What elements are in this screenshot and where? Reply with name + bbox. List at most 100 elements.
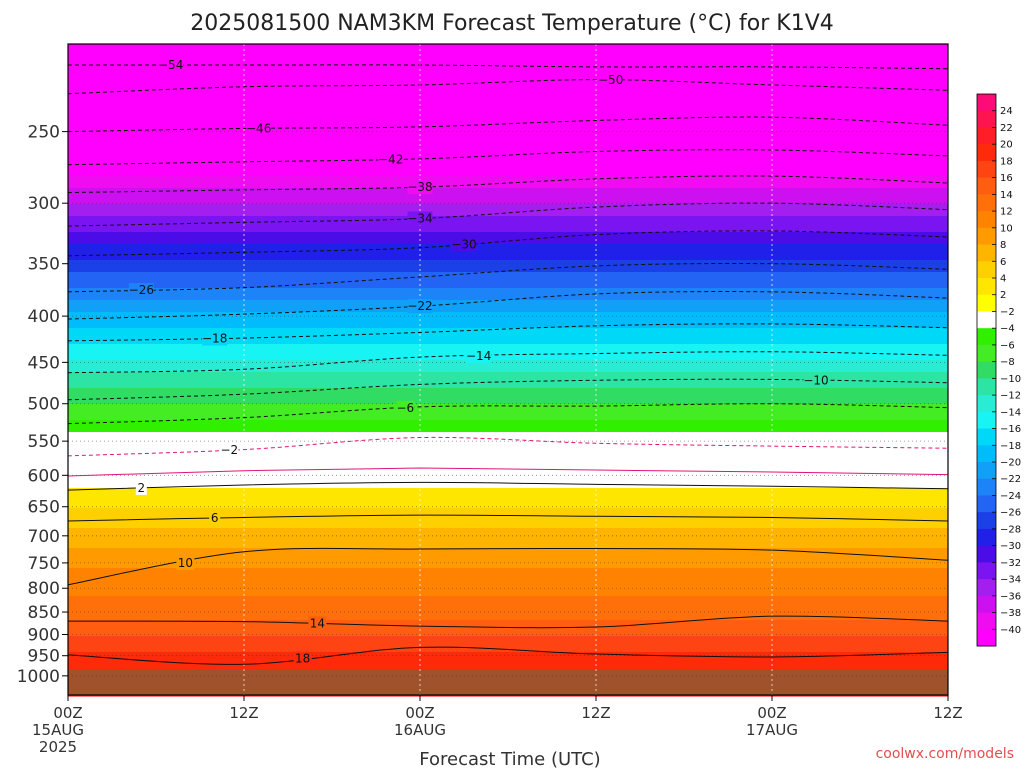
- colorbar-swatch: [977, 278, 996, 296]
- colorbar-swatch: [977, 127, 996, 145]
- temperature-band: [68, 500, 948, 505]
- colorbar-swatch: [977, 160, 996, 179]
- temperature-band: [68, 476, 948, 481]
- temperature-band: [68, 568, 948, 573]
- temperature-band: [68, 172, 948, 177]
- temperature-band: [68, 640, 948, 645]
- contour-label: −26: [129, 283, 154, 297]
- colorbar-swatch: [977, 629, 996, 647]
- temperature-band: [68, 576, 948, 581]
- chart-title: 2025081500 NAM3KM Forecast Temperature (…: [190, 11, 834, 36]
- colorbar-tick-label: −16: [1000, 424, 1021, 435]
- temperature-band: [68, 612, 948, 617]
- colorbar-tick-label: −12: [1000, 391, 1021, 402]
- temperature-band: [68, 284, 948, 289]
- temperature-band: [68, 260, 948, 265]
- temperature-band: [68, 648, 948, 653]
- temperature-band: [68, 524, 948, 529]
- temperature-band: [68, 160, 948, 165]
- x-axis-label: Forecast Time (UTC): [419, 749, 600, 768]
- temperature-band: [68, 452, 948, 457]
- temperature-band: [68, 456, 948, 461]
- colorbar-tick-label: −10: [1000, 374, 1021, 385]
- colorbar-tick-label: −26: [1000, 508, 1021, 519]
- y-tick-label: 850: [28, 603, 60, 623]
- colorbar-tick-label: 4: [1000, 274, 1006, 285]
- temperature-band: [68, 208, 948, 213]
- temperature-band: [68, 604, 948, 609]
- temperature-band: [68, 408, 948, 413]
- temperature-band: [68, 128, 948, 133]
- y-tick-label: 750: [28, 554, 60, 574]
- temperature-band: [68, 620, 948, 625]
- colorbar-tick-label: −2: [1000, 307, 1015, 318]
- temperature-band: [68, 412, 948, 417]
- x-tick-label: 00Z: [757, 704, 786, 722]
- temperature-band: [68, 580, 948, 585]
- temperature-band: [68, 136, 948, 141]
- temperature-band: [68, 560, 948, 565]
- temperature-band: [68, 200, 948, 205]
- temperature-band: [68, 320, 948, 325]
- contour-label-bg: [466, 348, 492, 363]
- y-tick-label: 800: [28, 579, 60, 599]
- temperature-band: [68, 400, 948, 405]
- temperature-band: [68, 464, 948, 469]
- colorbar-swatch: [977, 244, 996, 262]
- y-tick-label: 950: [28, 647, 60, 667]
- temperature-band: [68, 336, 948, 341]
- temperature-band: [68, 436, 948, 441]
- temperature-band: [68, 64, 948, 69]
- x-tick-date: 17AUG: [746, 721, 798, 739]
- plot-area: −54−50−46−42−38−34−30−26−22−18−14−10−6−2…: [67, 43, 949, 697]
- x-tick-label: 00Z: [53, 704, 82, 722]
- temperature-band: [68, 124, 948, 129]
- temperature-band: [68, 84, 948, 89]
- contour-label-bg: [396, 400, 415, 415]
- temperature-band: [68, 424, 948, 429]
- temperature-band: [68, 504, 948, 509]
- contour-label: 10: [178, 556, 193, 570]
- colorbar-swatch: [977, 528, 996, 547]
- temperature-band: [68, 76, 948, 81]
- temperature-band: [68, 192, 948, 197]
- colorbar-tick-label: −30: [1000, 541, 1021, 552]
- temperature-band: [68, 344, 948, 349]
- temperature-band: [68, 404, 948, 409]
- temperature-band: [68, 392, 948, 397]
- temperature-band: [68, 384, 948, 389]
- temperature-band: [68, 536, 948, 541]
- temperature-band: [68, 272, 948, 277]
- x-tick-label: 12Z: [933, 704, 962, 722]
- temperature-band: [68, 636, 948, 641]
- temperature-band: [68, 132, 948, 137]
- contour-label-bg: [308, 616, 327, 631]
- temperature-band: [68, 248, 948, 253]
- temperature-band: [68, 624, 948, 629]
- contour-label-bg: [598, 73, 624, 88]
- temperature-band: [68, 616, 948, 621]
- temperature-band: [68, 196, 948, 201]
- credit-text[interactable]: coolwx.com/models: [876, 746, 1014, 762]
- colorbar-swatch: [977, 595, 996, 614]
- temperature-band: [68, 100, 948, 105]
- temperature-band: [68, 552, 948, 557]
- contour-label-bg: [407, 180, 433, 195]
- temperature-band: [68, 644, 948, 649]
- contour-label: 6: [211, 511, 219, 525]
- temperature-band: [68, 324, 948, 329]
- colorbar: 24 22 20 18 16 14 12 10 8 6 4 2 −2 −4 −6 −8 −10 −12 −14 −16…: [976, 93, 1021, 647]
- contour-label-bg: [209, 511, 221, 526]
- temperature-band: [68, 312, 948, 317]
- contour-label: −42: [378, 152, 403, 166]
- temperature-band: [68, 444, 948, 449]
- temperature-band: [68, 108, 948, 113]
- temperature-band: [68, 44, 948, 49]
- x-tick-year: 2025: [39, 738, 77, 756]
- contour-label-bg: [128, 283, 154, 298]
- temperature-band: [68, 556, 948, 561]
- temperature-band: [68, 540, 948, 545]
- colorbar-tick-label: 16: [1000, 173, 1013, 184]
- temperature-band: [68, 240, 948, 245]
- y-tick-label: 650: [28, 498, 60, 518]
